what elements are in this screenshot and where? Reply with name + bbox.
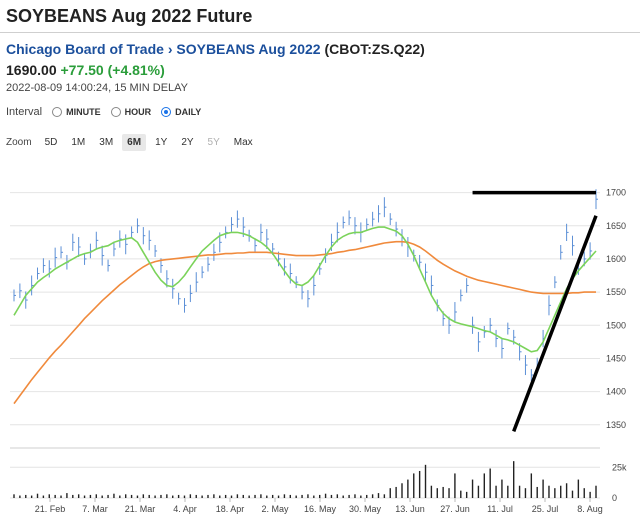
series-ma-short-line	[13, 226, 597, 353]
radio-icon[interactable]	[52, 107, 63, 117]
zoom-1m-button[interactable]: 1M	[71, 137, 86, 148]
zoom-label: Zoom	[6, 137, 32, 148]
price-tick-label: 1500	[606, 320, 626, 330]
price-tick-label: 1400	[606, 387, 626, 397]
zoom-1y-button[interactable]: 1Y	[155, 137, 168, 148]
volume-bars	[13, 461, 597, 498]
contract-link[interactable]: SOYBEANS Aug 2022	[176, 41, 321, 57]
price-tick-label: 1650	[606, 221, 626, 231]
x-tick-label: 11. Jul	[487, 504, 513, 514]
quote-line: 1690.00 +77.50 (+4.81%)	[6, 62, 165, 78]
annotation-lines	[472, 190, 598, 433]
x-axis-ticks: 21. Feb 7. Mar 21. Mar 4. Apr 18. Apr 2. May 1…	[35, 498, 603, 514]
interval-selector: Interval MINUTE HOUR DAILY	[6, 106, 211, 118]
price-tick-label: 1350	[606, 420, 626, 430]
x-tick-label: 27. Jun	[440, 504, 470, 514]
zoom-5d-button[interactable]: 5D	[44, 137, 58, 148]
price-tick-label: 1550	[606, 287, 626, 297]
x-tick-label: 4. Apr	[173, 504, 197, 514]
zoom-3m-button[interactable]: 3M	[99, 137, 114, 148]
x-tick-label: 7. Mar	[82, 504, 108, 514]
trend-line	[512, 215, 598, 433]
series-ma-long-line	[13, 240, 596, 405]
x-tick-label: 21. Mar	[125, 504, 156, 514]
interval-hour[interactable]: HOUR	[110, 107, 151, 117]
symbol-code: (CBOT:ZS.Q22)	[324, 41, 425, 57]
zoom-5y-button: 5Y	[207, 137, 220, 148]
x-tick-label: 30. May	[349, 504, 382, 514]
quote-timestamp: 2022-08-09 14:00:24, 15 MIN DELAY	[6, 82, 189, 94]
radio-icon[interactable]	[110, 107, 121, 117]
breadcrumb-separator: ›	[167, 41, 173, 57]
page-title: SOYBEANS Aug 2022 Future	[6, 6, 253, 26]
interval-label: Interval	[6, 106, 43, 118]
x-tick-label: 13. Jun	[395, 504, 425, 514]
zoom-selector: Zoom 5D 1M 3M 6M 1Y 2Y 5Y Max	[6, 134, 262, 151]
last-price: 1690.00	[6, 62, 57, 78]
price-bars	[13, 189, 598, 381]
zoom-6m-button[interactable]: 6M	[122, 134, 147, 151]
x-tick-label: 2. May	[261, 504, 289, 514]
price-change: +77.50 (+4.81%)	[60, 62, 165, 78]
title-divider	[0, 32, 640, 33]
zoom-max-button[interactable]: Max	[233, 137, 253, 148]
x-tick-label: 16. May	[304, 504, 337, 514]
x-tick-label: 25. Jul	[532, 504, 559, 514]
x-tick-label: 8. Aug	[577, 504, 603, 514]
interval-daily[interactable]: DAILY	[161, 107, 201, 117]
volume-axis-ticks: 0 25k	[612, 462, 627, 503]
price-axis-ticks: 1350 1400 1450 1500 1550 1600 1650 1700	[606, 188, 626, 430]
exchange-link[interactable]: Chicago Board of Trade	[6, 41, 164, 57]
x-tick-label: 21. Feb	[35, 504, 66, 514]
x-tick-label: 18. Apr	[216, 504, 245, 514]
radio-selected-icon[interactable]	[161, 107, 172, 117]
zoom-2y-button[interactable]: 2Y	[181, 137, 194, 148]
volume-tick-label: 25k	[612, 462, 627, 472]
chart-grid	[10, 192, 600, 499]
breadcrumb: Chicago Board of Trade › SOYBEANS Aug 20…	[6, 41, 425, 57]
price-tick-label: 1600	[606, 254, 626, 264]
interval-minute[interactable]: MINUTE	[52, 107, 101, 117]
price-tick-label: 1700	[606, 188, 626, 198]
volume-tick-label: 0	[612, 493, 617, 503]
price-tick-label: 1450	[606, 353, 626, 363]
